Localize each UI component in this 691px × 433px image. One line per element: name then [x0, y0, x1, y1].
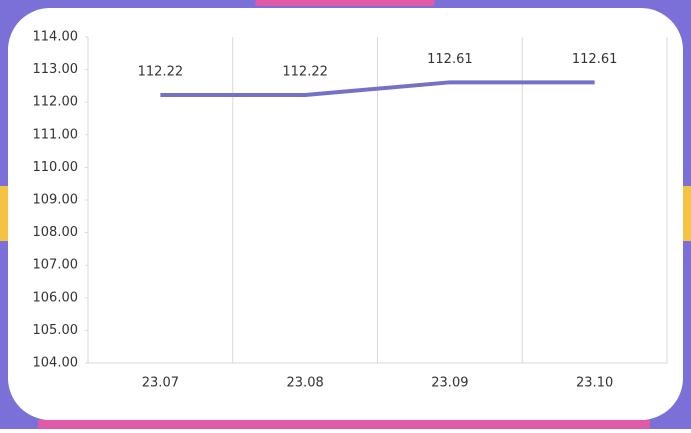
top-tab — [255, 0, 435, 6]
right-tab — [683, 186, 691, 241]
line — [160, 80, 595, 98]
x-tick-label: 23.10 — [576, 376, 613, 391]
data-label: 112.22 — [282, 65, 328, 80]
data-label: 112.22 — [138, 65, 184, 80]
y-tick-label: 104.00 — [33, 356, 79, 371]
y-tick-label: 109.00 — [33, 193, 79, 208]
y-tick-label: 105.00 — [33, 323, 79, 338]
left-tab — [0, 186, 8, 241]
bottom-bar — [38, 420, 650, 429]
y-tick-label: 107.00 — [33, 258, 79, 273]
y-tick-label: 112.00 — [33, 95, 79, 110]
x-tick-label: 23.08 — [287, 376, 324, 391]
y-tick-label: 114.00 — [33, 30, 79, 45]
y-tick-label: 110.00 — [33, 160, 79, 175]
x-tick-label: 23.09 — [431, 376, 468, 391]
y-tick-label: 113.00 — [33, 62, 79, 77]
data-label: 112.61 — [427, 52, 473, 67]
y-tick-label: 111.00 — [33, 127, 79, 142]
y-tick-label: 108.00 — [33, 225, 79, 240]
data-label: 112.61 — [572, 52, 618, 67]
x-tick-label: 23.07 — [142, 376, 179, 391]
y-tick-label: 106.00 — [33, 290, 79, 305]
card — [8, 8, 683, 420]
